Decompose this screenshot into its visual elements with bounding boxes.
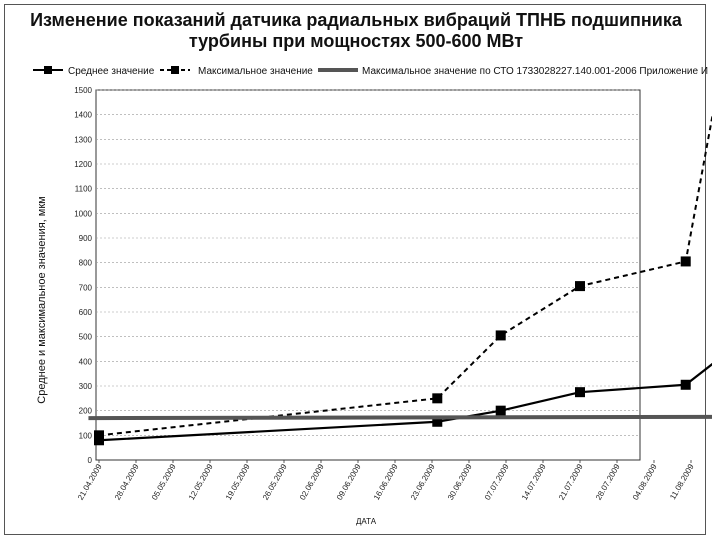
y-tick-label: 1300 [74,135,92,144]
y-tick-label: 400 [79,357,93,366]
data-point-0 [432,416,443,427]
y-axis-label: Среднее и максимальное значения, мкм [36,196,48,403]
legend-avg-marker [44,66,52,74]
plot-area [95,89,641,461]
x-tick-label: 23.06.2009 [409,462,437,502]
data-point-0 [575,387,585,398]
y-tick-label: 0 [88,456,93,465]
y-tick-label: 700 [79,283,93,292]
y-tick-label: 800 [79,259,93,268]
series-line-0 [98,362,712,442]
y-axis-ticks: 0 100 200 300 400 500 600 700 800 900 1000 1100 1200… [74,86,92,465]
x-tick-label: 02.06.2009 [298,462,326,502]
chart-title: Изменение показаний датчика радиальных в… [0,10,712,52]
x-tick-label: 05.05.2009 [150,462,178,502]
x-tick-label: 28.07.2009 [594,462,622,502]
x-tick-label: 28.04.2009 [113,462,141,502]
series-line-2 [88,414,712,421]
y-tick-label: 1200 [74,160,92,169]
x-tick-label: 07.07.2009 [483,462,511,502]
y-tick-label: 600 [79,308,93,317]
series-layer [88,112,712,446]
series-line-1 [98,112,712,437]
x-tick-label: 21.07.2009 [557,462,585,502]
legend-max-label: Максимальное значение [198,66,313,77]
chart-title-line-1: Изменение показаний датчика радиальных в… [30,10,682,30]
y-tick-label: 1400 [74,111,92,120]
x-tick-label: 12.05.2009 [187,462,215,502]
x-tick-label: 09.06.2009 [335,462,363,502]
data-point-0 [495,405,506,416]
x-axis-ticks: 21.04.2009 28.04.2009 05.05.2009 12.05.2009… [76,460,696,502]
grid [95,89,641,461]
y-tick-label: 500 [79,333,93,342]
data-point-0 [680,379,691,390]
y-tick-label: 100 [79,431,93,440]
chart-title-line-2: турбины при мощностях 500-600 МВт [188,31,524,51]
x-tick-label: 30.06.2009 [446,462,474,502]
y-tick-label: 1100 [75,185,93,194]
data-point-1 [495,330,506,341]
x-tick-label: 21.04.2009 [76,462,104,502]
x-axis-label: ДАТА [356,517,377,526]
y-tick-label: 1500 [74,86,92,95]
y-tick-label: 1000 [74,209,92,218]
x-tick-label: 04.08.2009 [631,462,659,502]
legend-max-marker [171,66,179,74]
chart-frame [4,4,706,535]
data-point-1 [432,393,443,404]
data-point-1 [680,256,691,267]
x-tick-label: 26.05.2009 [261,462,289,502]
y-tick-label: 900 [79,234,93,243]
data-point-1 [575,281,585,292]
x-tick-label: 11.08.2009 [668,462,696,501]
data-point-1 [94,430,104,441]
y-tick-label: 200 [79,407,93,416]
x-tick-label: 19.05.2009 [224,462,252,502]
x-tick-label: 14.07.2009 [520,462,548,502]
x-tick-label: 16.06.2009 [372,462,400,502]
legend-avg-label: Среднее значение [68,66,155,77]
legend: Среднее значение Максимальное значение М… [33,66,708,77]
legend-norm-label: Максимальное значение по СТО 1733028227.… [362,66,708,77]
y-tick-label: 300 [79,382,93,391]
